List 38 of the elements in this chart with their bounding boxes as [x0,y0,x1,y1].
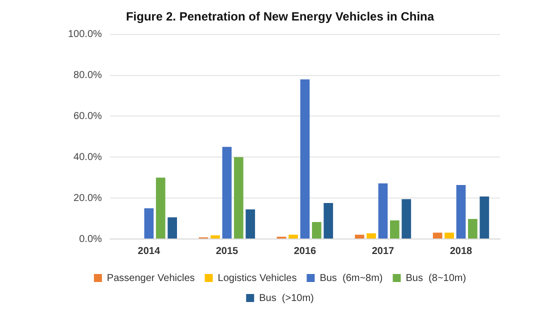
x-tick-label: 2017 [372,246,395,257]
bar [354,234,364,238]
y-tick-label: 20.0% [74,192,102,204]
bar [390,220,400,238]
legend-label: Bus (>10m) [259,292,314,304]
legend-label: Bus (6m~8m) [320,272,383,284]
bar [210,235,220,238]
legend-label: Bus (8~10m) [406,272,466,284]
bar [468,218,478,238]
y-tick-label: 40.0% [74,152,102,163]
legend-label: Logistics Vehicles [218,272,297,284]
x-tick-label: 2014 [138,246,160,257]
x-tick-label: 2018 [450,246,473,257]
bar [432,232,442,238]
bar [156,178,166,238]
bar [246,209,256,238]
bar [168,217,178,238]
bar [324,202,334,238]
bar [402,199,412,238]
y-tick-label: 100.0% [68,29,102,40]
legend-label: Passenger Vehicles [106,272,195,284]
bar [366,233,376,238]
bar [234,157,244,238]
bar [312,222,322,238]
y-tick-label: 0.0% [79,234,102,245]
bar [378,183,388,238]
bar [444,232,454,238]
x-tick-label: 2016 [294,246,317,257]
bar [300,79,310,238]
bar [222,146,232,238]
bar [480,196,490,238]
y-tick-label: 60.0% [74,110,102,122]
x-tick-label: 2015 [216,246,238,257]
bar [456,184,466,238]
chart-title: Figure 2. Penetration of New Energy Vehicles in China [126,10,434,24]
bar [144,208,154,238]
y-tick-label: 80.0% [74,70,102,82]
bar [288,234,298,238]
